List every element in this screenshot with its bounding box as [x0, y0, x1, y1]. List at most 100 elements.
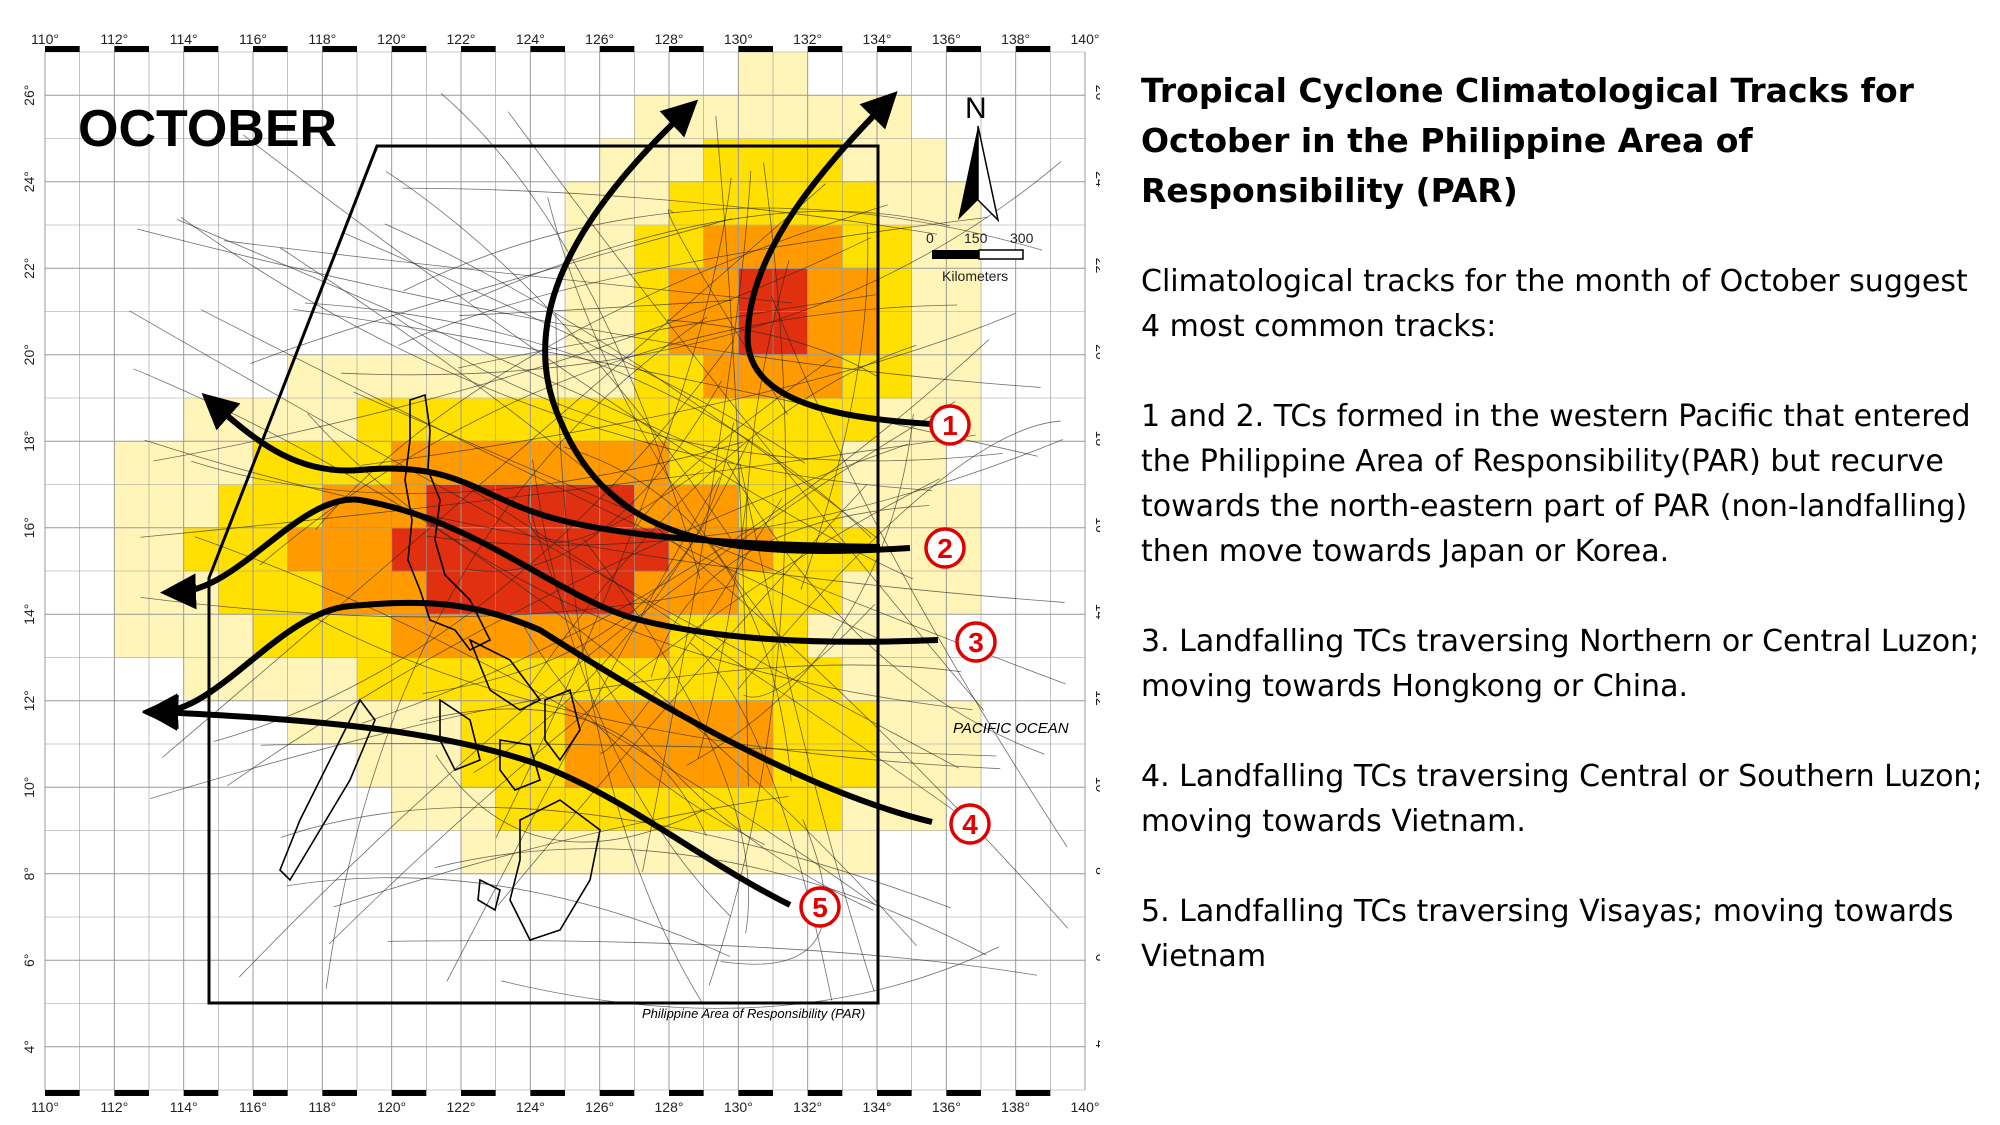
border-tick — [877, 46, 912, 52]
density-cell — [495, 354, 531, 399]
lon-label-bottom: 126° — [585, 1099, 614, 1115]
border-tick — [738, 1090, 773, 1096]
cyclone-track-map: 1 2 3 4 5 OCTOBER N 0 150 300 Kilometers PAC… — [21, 31, 1100, 1115]
density-cell — [565, 311, 601, 356]
lon-label-bottom: 114° — [170, 1099, 198, 1115]
historical-track — [495, 178, 732, 838]
slide-title: Tropical Cyclone Climatological Tracks f… — [1141, 71, 1914, 210]
border-tick — [1015, 1090, 1051, 1096]
historical-track — [507, 111, 985, 711]
historical-track — [800, 224, 869, 590]
historical-track — [140, 434, 976, 538]
lon-label-bottom: 116° — [239, 1099, 267, 1115]
historical-track — [384, 223, 879, 540]
density-cell — [322, 354, 358, 399]
border-tick — [253, 1090, 288, 1096]
density-cell — [807, 311, 843, 356]
historical-track — [361, 339, 990, 724]
track-number-markers: 1 2 3 4 5 — [799, 404, 997, 928]
density-cell — [287, 527, 323, 572]
lat-label-left: 8° — [21, 867, 37, 880]
historical-track — [360, 313, 1016, 466]
density-cell — [669, 225, 705, 269]
density-cell — [807, 700, 843, 745]
north-label: N — [965, 92, 987, 125]
density-cell — [877, 484, 913, 529]
density-cell — [461, 398, 497, 442]
density-cell — [461, 354, 497, 399]
density-cell — [669, 95, 705, 139]
historical-track — [426, 439, 1064, 546]
density-cell — [426, 527, 462, 572]
track-marker-3: 3 — [968, 627, 984, 658]
historical-tracks — [129, 93, 1069, 1009]
border-tick — [183, 46, 219, 52]
historical-track — [771, 295, 1068, 848]
historical-track — [457, 294, 876, 369]
border-tick — [322, 1090, 357, 1096]
track-5-arrow — [142, 694, 792, 908]
historical-track — [194, 536, 876, 905]
density-cell — [946, 354, 982, 399]
lat-label-right: 8° — [1093, 867, 1100, 880]
density-cell — [287, 657, 323, 702]
scale-label-0: 0 — [926, 230, 934, 246]
density-cell — [807, 225, 843, 269]
track-5-description: 5. Landfalling TCs traversing Visayas; m… — [1141, 894, 1954, 974]
density-cell — [114, 484, 150, 529]
density-cell — [738, 441, 774, 485]
density-cell — [669, 571, 705, 615]
historical-track — [280, 807, 952, 909]
historical-track — [532, 459, 731, 917]
density-cell — [773, 571, 809, 615]
border-tick — [669, 46, 704, 52]
historical-track — [686, 414, 914, 766]
historical-track — [547, 197, 787, 647]
border-tick — [946, 1090, 981, 1096]
density-cell — [357, 441, 393, 485]
historical-track — [471, 489, 986, 834]
scale-label-150: 150 — [964, 230, 988, 246]
density-cell — [599, 311, 635, 356]
lat-label-left: 10° — [21, 777, 37, 798]
density-cell — [773, 311, 809, 356]
lat-label-right: 6° — [1093, 954, 1100, 967]
track-3-arrow — [160, 496, 939, 645]
historical-track — [162, 183, 826, 758]
density-cell — [703, 95, 739, 139]
border-tick — [946, 46, 981, 52]
lon-label-top: 134° — [863, 31, 892, 47]
density-cell — [183, 441, 219, 485]
lon-label-bottom: 136° — [932, 1099, 961, 1115]
lat-label-left: 6° — [21, 954, 37, 967]
historical-track — [398, 216, 988, 346]
border-tick — [877, 1090, 912, 1096]
lon-label-top: 140° — [1071, 31, 1100, 47]
density-cell — [495, 787, 531, 831]
density-cell — [634, 181, 670, 226]
historical-track — [153, 237, 872, 462]
density-cell — [773, 268, 809, 312]
historical-track — [213, 340, 734, 742]
density-cell — [911, 441, 947, 485]
historical-track — [520, 621, 765, 845]
border-tick — [461, 1090, 496, 1096]
lon-label-bottom: 112° — [100, 1099, 128, 1115]
historical-track — [133, 368, 917, 947]
density-cell — [877, 657, 913, 702]
track-marker-1: 1 — [942, 410, 958, 441]
density-cell — [738, 95, 774, 139]
historical-track — [737, 420, 1061, 690]
density-cell — [911, 787, 947, 831]
density-cell — [669, 398, 705, 442]
border-tick — [738, 46, 773, 52]
historical-track — [440, 93, 701, 580]
historical-track — [745, 260, 790, 543]
density-cell — [357, 527, 393, 572]
lon-label-top: 126° — [585, 31, 614, 47]
border-tick — [391, 1090, 427, 1096]
border-tick — [45, 46, 80, 52]
density-cell — [738, 52, 774, 96]
density-cell — [565, 787, 601, 831]
historical-track — [391, 314, 1003, 462]
